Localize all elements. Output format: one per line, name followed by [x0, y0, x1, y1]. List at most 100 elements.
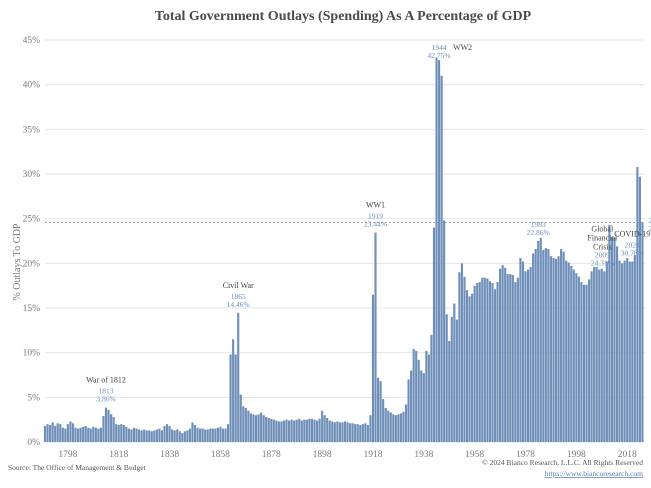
bar-1836 [163, 425, 166, 442]
bar-1796 [61, 427, 64, 442]
bar-1974 [514, 282, 517, 442]
bar-1952 [458, 272, 461, 442]
bar-2011 [608, 224, 611, 442]
bar-1895 [313, 419, 316, 442]
bar-1936 [417, 359, 420, 442]
bar-2001 [582, 284, 586, 442]
bar-1933 [410, 370, 413, 442]
bar-1972 [509, 274, 512, 442]
chart-title: Total Government Outlays (Spending) As A… [155, 9, 532, 24]
bar-1847 [191, 422, 194, 442]
bar-1790 [46, 424, 49, 442]
bar-1917 [369, 415, 372, 442]
bar-1988 [549, 256, 552, 442]
bar-1966 [493, 289, 497, 442]
bar-1987 [547, 249, 550, 442]
annotation-value: 14.46% [227, 300, 250, 309]
bar-1894 [310, 418, 314, 442]
bar-2004 [590, 271, 593, 442]
bar-1853 [206, 429, 209, 442]
bar-1947 [445, 314, 448, 442]
bar-1846 [188, 428, 191, 442]
bar-1831 [150, 431, 153, 442]
bar-1892 [305, 419, 308, 442]
bar-1834 [158, 428, 161, 442]
bar-1811 [99, 427, 102, 442]
bar-1937 [420, 370, 423, 442]
bar-1913 [359, 425, 362, 442]
bar-1804 [82, 426, 85, 442]
annotation-year: 1944 [432, 43, 447, 52]
bar-1871 [252, 414, 255, 442]
bar-1890 [300, 420, 303, 442]
bar-1949 [450, 316, 453, 442]
bar-1821 [125, 426, 128, 442]
x-tick-label: 1818 [109, 450, 128, 460]
annotation: 202424.58% [648, 216, 651, 233]
bar-2014 [615, 246, 619, 442]
bar-1827 [140, 430, 143, 442]
x-tick-label: 1938 [414, 450, 433, 460]
bar-1854 [209, 428, 212, 442]
bar-1868 [244, 408, 247, 442]
annotation-year: 2020 [625, 241, 640, 250]
bar-1985 [542, 249, 545, 442]
bar-1803 [79, 427, 82, 442]
bar-1869 [247, 410, 250, 442]
bar-1794 [56, 423, 59, 442]
y-tick-label: 20% [23, 259, 41, 269]
x-tick-label: 1898 [313, 450, 332, 460]
bar-1874 [260, 412, 263, 442]
bar-1845 [186, 430, 189, 442]
bar-1848 [193, 425, 197, 442]
bar-1902 [331, 421, 334, 442]
y-axis-label: % Outlays To GDP [12, 223, 23, 301]
bar-1850 [199, 428, 202, 442]
bar-1887 [293, 420, 296, 442]
bar-1861 [226, 424, 230, 442]
bar-1858 [219, 426, 222, 442]
bar-1969 [501, 265, 504, 442]
bar-1906 [341, 422, 344, 442]
bar-2022 [636, 167, 639, 442]
bar-1837 [165, 424, 169, 442]
bar-1943 [435, 57, 438, 443]
bar-1898 [321, 410, 324, 442]
source-note: Source: The Office of Management & Budge… [8, 463, 147, 472]
bar-1867 [242, 406, 245, 442]
bar-1817 [115, 424, 118, 442]
bar-1824 [132, 427, 136, 442]
website-link[interactable]: https://www.biancoresearch.com [545, 469, 643, 478]
bar-1841 [176, 429, 179, 442]
bar-1910 [351, 423, 354, 442]
bar-1971 [506, 274, 509, 442]
annotations: 3.86%1813 War of 1812 14.46%1865 Civil War 2… [86, 43, 651, 403]
bar-2013 [613, 237, 616, 442]
bar-1955 [465, 290, 469, 442]
bar-1856 [214, 428, 217, 442]
bar-1976 [519, 257, 522, 442]
bar-1852 [204, 429, 207, 442]
bar-2008 [600, 268, 603, 442]
annotation-title: War of 1812 [86, 376, 126, 385]
bar-2005 [593, 266, 596, 442]
bar-1807 [89, 428, 92, 442]
gridlines [45, 39, 645, 443]
bar-1944 [438, 60, 441, 442]
bar-1964 [488, 281, 491, 442]
bar-1965 [491, 282, 494, 442]
bar-1862 [229, 354, 232, 442]
bar-1800 [71, 423, 75, 442]
bar-1926 [392, 414, 395, 442]
bar-2019 [628, 261, 631, 442]
x-tick-label: 1838 [160, 450, 179, 460]
annotation-title: Civil War [223, 281, 254, 290]
bar-1829 [145, 430, 148, 442]
y-tick-label: 5% [27, 393, 40, 403]
bar-1880 [275, 420, 278, 442]
bar-1951 [455, 319, 458, 442]
bar-1793 [54, 425, 57, 442]
bar-2021 [633, 255, 636, 442]
bar-1870 [249, 413, 252, 442]
bar-1904 [336, 421, 339, 442]
